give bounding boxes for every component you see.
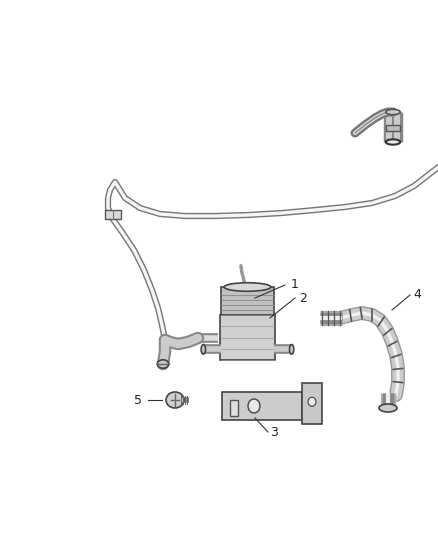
- Ellipse shape: [386, 109, 400, 115]
- Ellipse shape: [157, 360, 169, 368]
- Text: 1: 1: [290, 279, 298, 292]
- Text: 3: 3: [270, 425, 278, 439]
- Bar: [105, 209, 121, 219]
- Ellipse shape: [386, 139, 400, 144]
- Ellipse shape: [290, 344, 294, 354]
- Text: 4: 4: [413, 288, 421, 302]
- Bar: [302, 383, 322, 424]
- Ellipse shape: [201, 344, 205, 354]
- Bar: [220, 315, 275, 360]
- Text: 5: 5: [134, 393, 142, 407]
- Bar: [385, 125, 400, 131]
- Ellipse shape: [248, 399, 260, 413]
- Ellipse shape: [379, 404, 397, 412]
- Text: 2: 2: [300, 292, 307, 304]
- Bar: [230, 400, 238, 416]
- Ellipse shape: [166, 392, 184, 408]
- Ellipse shape: [224, 282, 271, 291]
- Ellipse shape: [308, 397, 316, 406]
- Bar: [222, 392, 302, 420]
- Bar: [221, 287, 274, 315]
